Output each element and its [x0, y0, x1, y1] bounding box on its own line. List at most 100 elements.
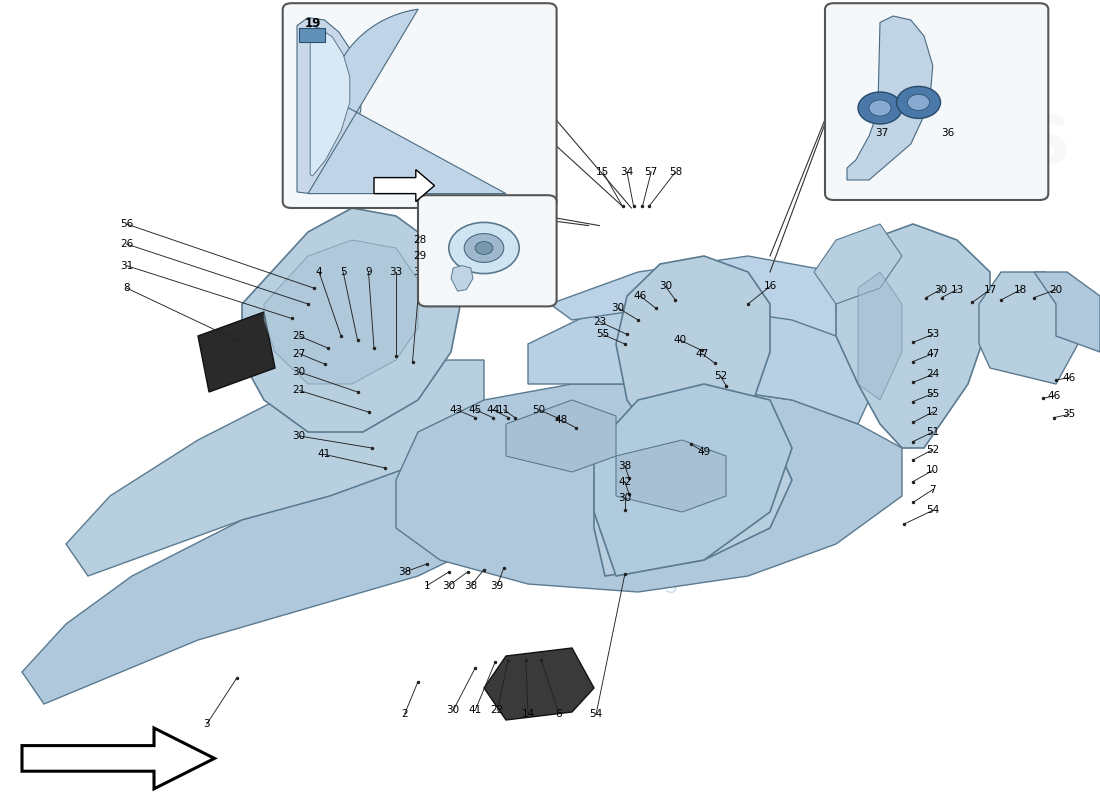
Text: 30: 30 [447, 706, 460, 715]
Circle shape [908, 94, 930, 110]
Text: 19: 19 [305, 18, 321, 30]
Text: 47: 47 [695, 349, 708, 358]
Text: 58: 58 [669, 167, 682, 177]
Circle shape [869, 100, 891, 116]
Text: 44: 44 [486, 405, 499, 414]
Text: 57: 57 [645, 167, 658, 177]
Text: 48: 48 [554, 415, 568, 425]
Text: 8: 8 [123, 283, 130, 293]
Text: 33: 33 [389, 267, 403, 277]
Text: 28: 28 [414, 235, 427, 245]
Text: 37: 37 [876, 128, 889, 138]
Text: 25: 25 [293, 331, 306, 341]
Text: 54: 54 [926, 506, 939, 515]
Text: 38: 38 [618, 461, 631, 470]
Text: 24: 24 [926, 370, 939, 379]
Text: 56: 56 [120, 219, 133, 229]
Text: 16: 16 [763, 282, 777, 291]
Text: 3: 3 [204, 719, 210, 729]
Text: 55: 55 [926, 389, 939, 398]
Circle shape [896, 86, 940, 118]
Circle shape [464, 234, 504, 262]
Text: 11: 11 [497, 405, 510, 414]
Text: 46: 46 [1063, 373, 1076, 382]
Text: 27: 27 [293, 349, 306, 358]
Polygon shape [297, 18, 361, 194]
Text: 18: 18 [1014, 285, 1027, 294]
Text: 45: 45 [469, 405, 482, 414]
Polygon shape [299, 28, 324, 42]
FancyBboxPatch shape [418, 195, 557, 306]
Text: 38: 38 [398, 567, 411, 577]
Text: 40: 40 [673, 335, 686, 345]
Polygon shape [451, 266, 473, 291]
Text: 52: 52 [714, 371, 727, 381]
Text: 52: 52 [926, 445, 939, 454]
Text: 15: 15 [596, 167, 609, 177]
Text: FS: FS [979, 112, 1072, 178]
FancyBboxPatch shape [825, 3, 1048, 200]
Text: 1: 1 [424, 581, 430, 590]
Text: 14: 14 [521, 709, 535, 718]
Circle shape [449, 222, 519, 274]
Polygon shape [979, 272, 1078, 384]
Text: 30: 30 [659, 282, 672, 291]
Text: 10: 10 [926, 466, 939, 475]
Text: 53: 53 [926, 330, 939, 339]
Text: 31: 31 [120, 261, 133, 270]
Polygon shape [484, 648, 594, 720]
Text: 7: 7 [930, 485, 936, 494]
Text: 9: 9 [365, 267, 372, 277]
Text: 38: 38 [464, 581, 477, 590]
Text: 39: 39 [491, 581, 504, 590]
Text: 30: 30 [293, 431, 306, 441]
Text: 2: 2 [402, 709, 408, 718]
Polygon shape [22, 464, 484, 704]
Text: 13: 13 [950, 285, 964, 294]
Polygon shape [814, 224, 902, 304]
Text: 50: 50 [532, 405, 546, 414]
Text: 5: 5 [340, 267, 346, 277]
Text: 22: 22 [491, 706, 504, 715]
Text: 30: 30 [442, 581, 455, 590]
Text: 35: 35 [1063, 410, 1076, 419]
Polygon shape [550, 256, 880, 352]
Text: 21: 21 [293, 386, 306, 395]
Polygon shape [1034, 272, 1100, 352]
FancyBboxPatch shape [283, 3, 557, 208]
Text: 42: 42 [618, 477, 631, 486]
Text: 12: 12 [926, 407, 939, 417]
Polygon shape [528, 296, 880, 424]
Polygon shape [594, 416, 792, 576]
Circle shape [858, 92, 902, 124]
Text: 46: 46 [634, 291, 647, 301]
Polygon shape [836, 224, 990, 448]
Text: 6: 6 [556, 709, 562, 718]
Text: 30: 30 [934, 285, 947, 294]
Text: 34: 34 [620, 167, 634, 177]
Polygon shape [198, 312, 275, 392]
Polygon shape [594, 384, 792, 576]
Text: 43: 43 [450, 405, 463, 414]
Polygon shape [242, 208, 462, 432]
Polygon shape [310, 26, 350, 176]
Text: 20: 20 [1049, 285, 1063, 294]
Text: 32: 32 [414, 267, 427, 277]
Text: 36: 36 [942, 128, 955, 138]
Text: 4: 4 [316, 267, 322, 277]
Text: 49: 49 [697, 447, 711, 457]
Text: 30: 30 [293, 367, 306, 377]
Polygon shape [22, 728, 215, 789]
Polygon shape [506, 400, 616, 472]
Text: 30: 30 [618, 493, 631, 502]
Text: 55: 55 [596, 330, 609, 339]
Polygon shape [847, 16, 933, 180]
Text: 26: 26 [120, 239, 133, 249]
Polygon shape [66, 360, 484, 576]
Polygon shape [374, 170, 434, 202]
Text: 41: 41 [318, 450, 331, 459]
Circle shape [475, 242, 493, 254]
Polygon shape [308, 9, 506, 194]
Text: 46: 46 [1047, 391, 1060, 401]
Text: 29: 29 [414, 251, 427, 261]
